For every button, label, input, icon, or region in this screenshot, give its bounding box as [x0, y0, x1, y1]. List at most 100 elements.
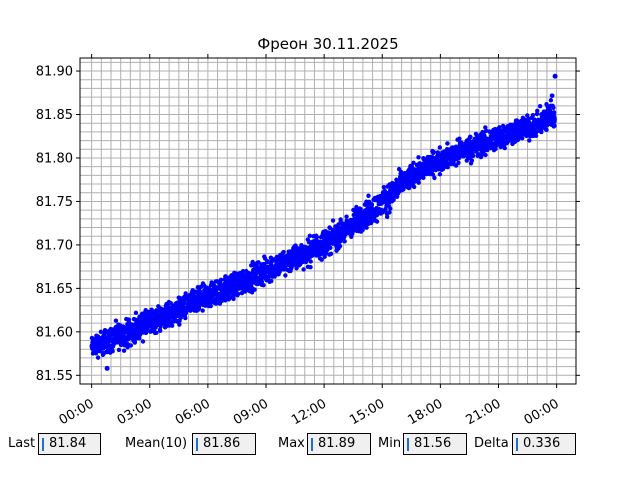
chart: Фреон 30.11.2025 81.5581.6081.6581.7081.… [36, 35, 580, 428]
data-point [342, 239, 347, 244]
data-point [95, 355, 101, 360]
data-point [259, 279, 265, 284]
mean-value: 81.86 [203, 436, 241, 451]
plot-frame [79, 57, 577, 385]
data-point [354, 204, 359, 210]
data-point [502, 145, 507, 151]
last-value-field[interactable]: 81.84 [38, 433, 101, 455]
data-point [113, 318, 119, 323]
data-point [307, 233, 313, 239]
data-point-max [552, 73, 558, 79]
data-point [548, 98, 554, 103]
data-point [337, 243, 343, 249]
data-point [527, 138, 532, 143]
data-point [231, 296, 236, 302]
data-point [177, 322, 182, 327]
data-point [544, 127, 549, 133]
last-value: 81.84 [49, 436, 87, 451]
data-point [384, 214, 390, 219]
delta-value: 0.336 [523, 436, 561, 451]
data-point [328, 245, 333, 250]
data-point [412, 184, 417, 190]
y-tick-label: 81.80 [36, 151, 73, 166]
text-caret [311, 438, 313, 451]
data-point [294, 265, 299, 271]
data-point [364, 225, 369, 230]
data-point [140, 339, 146, 344]
data-point [301, 267, 306, 272]
x-tick-label: 12:00 [289, 396, 329, 428]
x-tick-label: 03:00 [115, 396, 155, 428]
data-point [158, 322, 163, 328]
data-point [416, 155, 421, 160]
x-tick-label: 09:00 [231, 396, 271, 428]
data-point [552, 117, 557, 122]
x-tick-label: 00:00 [522, 396, 562, 428]
y-tick-label: 81.70 [36, 238, 73, 253]
grid [80, 58, 576, 385]
data-point [437, 145, 443, 150]
x-tick-label: 06:00 [173, 396, 213, 428]
data-point [103, 328, 109, 334]
data-point [550, 93, 555, 98]
data-point [552, 123, 557, 129]
data-point [551, 105, 556, 110]
data-point [437, 172, 443, 177]
data-point [327, 225, 333, 231]
data-point [483, 152, 488, 158]
data-point [319, 257, 324, 262]
data-point [133, 310, 139, 316]
data-point [459, 140, 464, 145]
delta-value-field[interactable]: 0.336 [512, 433, 576, 455]
data-point [236, 291, 241, 297]
min-value-field[interactable]: 81.56 [403, 433, 467, 455]
data-point [430, 172, 436, 177]
data-point [269, 278, 274, 284]
data-point [530, 112, 536, 118]
data-point [183, 315, 188, 321]
data-point [416, 180, 421, 185]
data-point [330, 218, 336, 223]
data-points [89, 73, 558, 371]
data-point [374, 219, 380, 224]
data-point [525, 113, 530, 118]
data-point [483, 125, 488, 130]
stat-label-min: Min [378, 436, 402, 451]
text-caret [407, 438, 409, 451]
data-point [240, 268, 246, 274]
data-point [457, 136, 462, 141]
y-axis: 81.55 81.60 81.65 81.70 81.75 81.80 81.85 81.90 [36, 65, 580, 384]
data-point [98, 329, 104, 335]
data-point [223, 298, 228, 303]
stat-label-delta: Delta [474, 436, 509, 451]
data-point [281, 249, 286, 255]
text-caret [42, 438, 44, 451]
data-point [535, 108, 540, 113]
data-point [470, 153, 476, 159]
data-point [398, 169, 404, 175]
data-point [360, 227, 365, 233]
data-point [208, 303, 213, 309]
data-point [328, 251, 334, 256]
data-point [537, 103, 543, 109]
data-point [308, 259, 313, 264]
y-tick-label: 81.55 [36, 369, 73, 384]
data-point [182, 300, 187, 306]
stat-label-max: Max [278, 436, 305, 451]
data-point [381, 184, 387, 190]
data-point [344, 214, 349, 219]
data-point [261, 282, 266, 288]
mean-value-field[interactable]: 81.86 [192, 433, 256, 455]
data-point [314, 234, 320, 240]
data-point [456, 160, 461, 166]
data-point [369, 202, 375, 208]
data-point [468, 134, 473, 140]
data-point [116, 347, 122, 353]
data-point [411, 160, 416, 166]
max-value-field[interactable]: 81.89 [307, 433, 371, 455]
data-point [366, 193, 371, 198]
data-point [283, 273, 288, 278]
x-tick-label: 21:00 [464, 396, 504, 428]
y-tick-label: 81.85 [36, 108, 73, 123]
text-caret [516, 438, 518, 451]
